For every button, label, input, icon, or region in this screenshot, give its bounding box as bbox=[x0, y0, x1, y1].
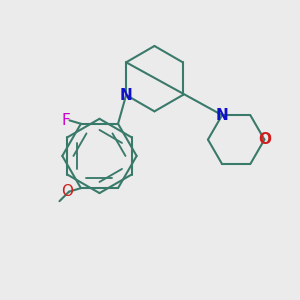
Text: N: N bbox=[120, 88, 133, 103]
Text: O: O bbox=[61, 184, 74, 199]
Text: O: O bbox=[258, 132, 271, 147]
Text: N: N bbox=[216, 108, 229, 123]
Text: F: F bbox=[61, 113, 70, 128]
